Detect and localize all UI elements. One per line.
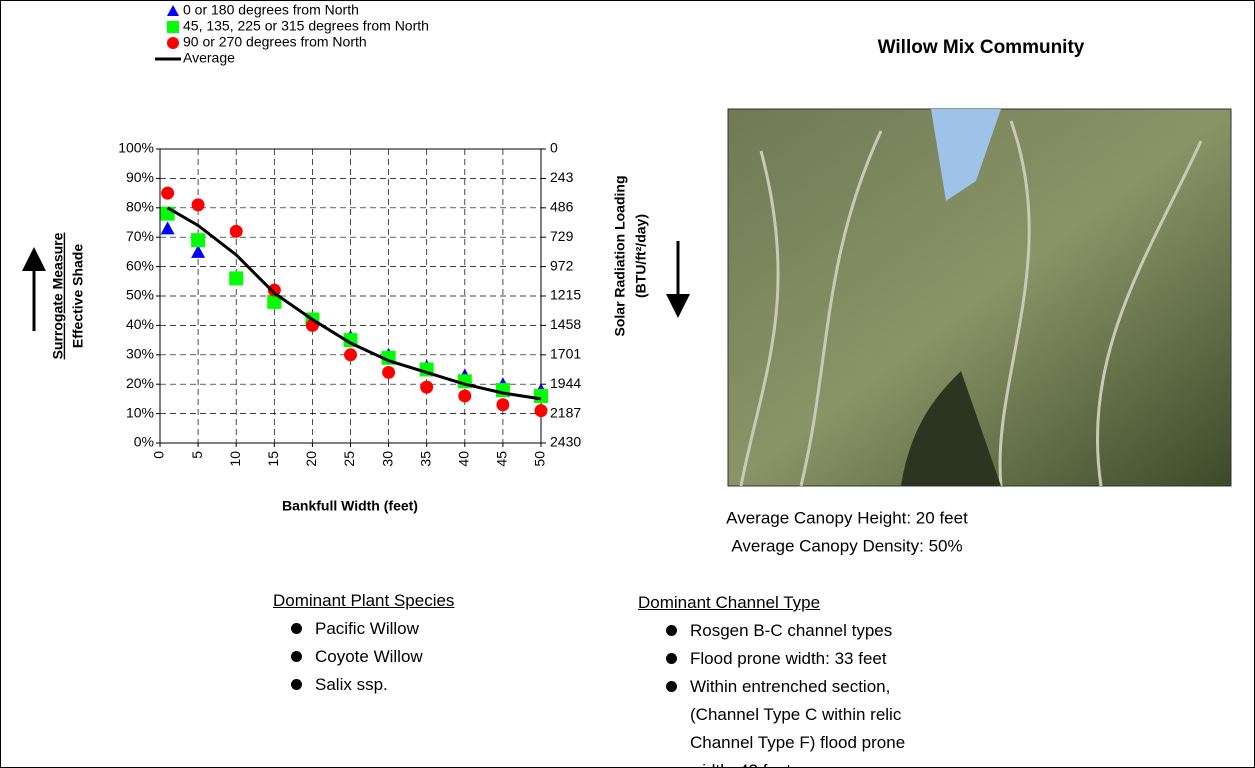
y-tick-label: 0%	[134, 434, 154, 450]
chart: Willow Mix Community Surrogate Measure E…	[1, 1, 1254, 767]
y-tick-label: 30%	[126, 346, 154, 362]
circle-point	[382, 366, 395, 379]
y2-axis-title: (BTU/ft²/day)	[633, 214, 649, 298]
y2-tick-label: 2430	[550, 434, 581, 450]
y-tick-label: 20%	[126, 375, 154, 391]
x-tick-label: 45	[494, 451, 510, 467]
channel-block: Dominant Channel Type Rosgen B-C channel…	[638, 589, 938, 768]
circle-point	[535, 404, 548, 417]
y-tick-label: 40%	[126, 316, 154, 332]
legend-swatch	[167, 37, 179, 49]
x-tick-label: 5	[189, 451, 205, 459]
y2-tick-label: 1215	[550, 287, 581, 303]
y-tick-label: 50%	[126, 287, 154, 303]
caption: Average Canopy Height: 20 feet	[726, 508, 968, 527]
average-line	[168, 208, 541, 399]
y2-tick-label: 0	[550, 140, 558, 156]
y2-axis-title: Solar Radiation Loading	[612, 175, 628, 336]
caption: Average Canopy Density: 50%	[731, 536, 962, 555]
y-tick-label: 10%	[126, 404, 154, 420]
y2-tick-label: 729	[550, 228, 574, 244]
list-item: Pacific Willow	[291, 615, 454, 643]
x-tick-label: 35	[417, 451, 433, 467]
title: Willow Mix Community	[878, 37, 1085, 58]
legend-label: 90 or 270 degrees from North	[183, 34, 367, 50]
x-tick-label: 40	[456, 451, 472, 467]
circle-point	[230, 225, 243, 238]
x-tick-label: 20	[303, 451, 319, 467]
legend-label: 0 or 180 degrees from North	[183, 2, 359, 18]
x-tick-label: 0	[151, 451, 167, 459]
y2-tick-label: 2187	[550, 404, 581, 420]
list-item: Rosgen B-C channel types	[666, 617, 938, 645]
square-point	[191, 233, 205, 247]
heading: Dominant Plant Species	[273, 587, 454, 615]
y2-tick-label: 486	[550, 199, 574, 215]
x-tick-label: 10	[227, 451, 243, 467]
circle-point	[496, 398, 509, 411]
x-tick-label: 30	[379, 451, 395, 467]
x-tick-label: 15	[265, 451, 281, 467]
square-point	[534, 389, 548, 403]
y-tick-label: 80%	[126, 199, 154, 215]
y2-tick-label: 1701	[550, 346, 581, 362]
y-tick-label: 90%	[126, 169, 154, 185]
y-axis-title: Effective Shade	[70, 244, 86, 348]
y-tick-label: 70%	[126, 228, 154, 244]
circle-point	[161, 187, 174, 200]
y2-tick-label: 972	[550, 257, 574, 273]
circle-point	[420, 381, 433, 394]
y2-tick-label: 1944	[550, 375, 581, 391]
heading: Dominant Channel Type	[638, 589, 938, 617]
legend-label: Average	[183, 50, 235, 66]
legend-label: 45, 135, 225 or 315 degrees from North	[183, 18, 429, 34]
x-tick-label: 50	[532, 451, 548, 467]
circle-point	[458, 389, 471, 402]
square-point	[229, 271, 243, 285]
y2-tick-label: 243	[550, 169, 574, 185]
legend-swatch	[167, 21, 179, 33]
list-item: Within entrenched section, (Channel Type…	[666, 673, 938, 768]
legend-swatch	[167, 5, 179, 16]
y2-tick-label: 1458	[550, 316, 581, 332]
triangle-point	[161, 221, 175, 234]
page: Willow Mix Community Surrogate Measure E…	[0, 0, 1255, 768]
circle-point	[344, 348, 357, 361]
x-axis-title: Bankfull Width (feet)	[282, 498, 418, 514]
x-tick-label: 25	[341, 451, 357, 467]
circle-point	[192, 198, 205, 211]
photo	[728, 109, 1231, 486]
y-tick-label: 60%	[126, 257, 154, 273]
list-item: Salix ssp.	[291, 671, 454, 699]
list-item: Flood prone width: 33 feet	[666, 645, 938, 673]
list-item: Coyote Willow	[291, 643, 454, 671]
y-axis-title: Surrogate Measure	[50, 232, 66, 359]
y-tick-label: 100%	[118, 140, 154, 156]
